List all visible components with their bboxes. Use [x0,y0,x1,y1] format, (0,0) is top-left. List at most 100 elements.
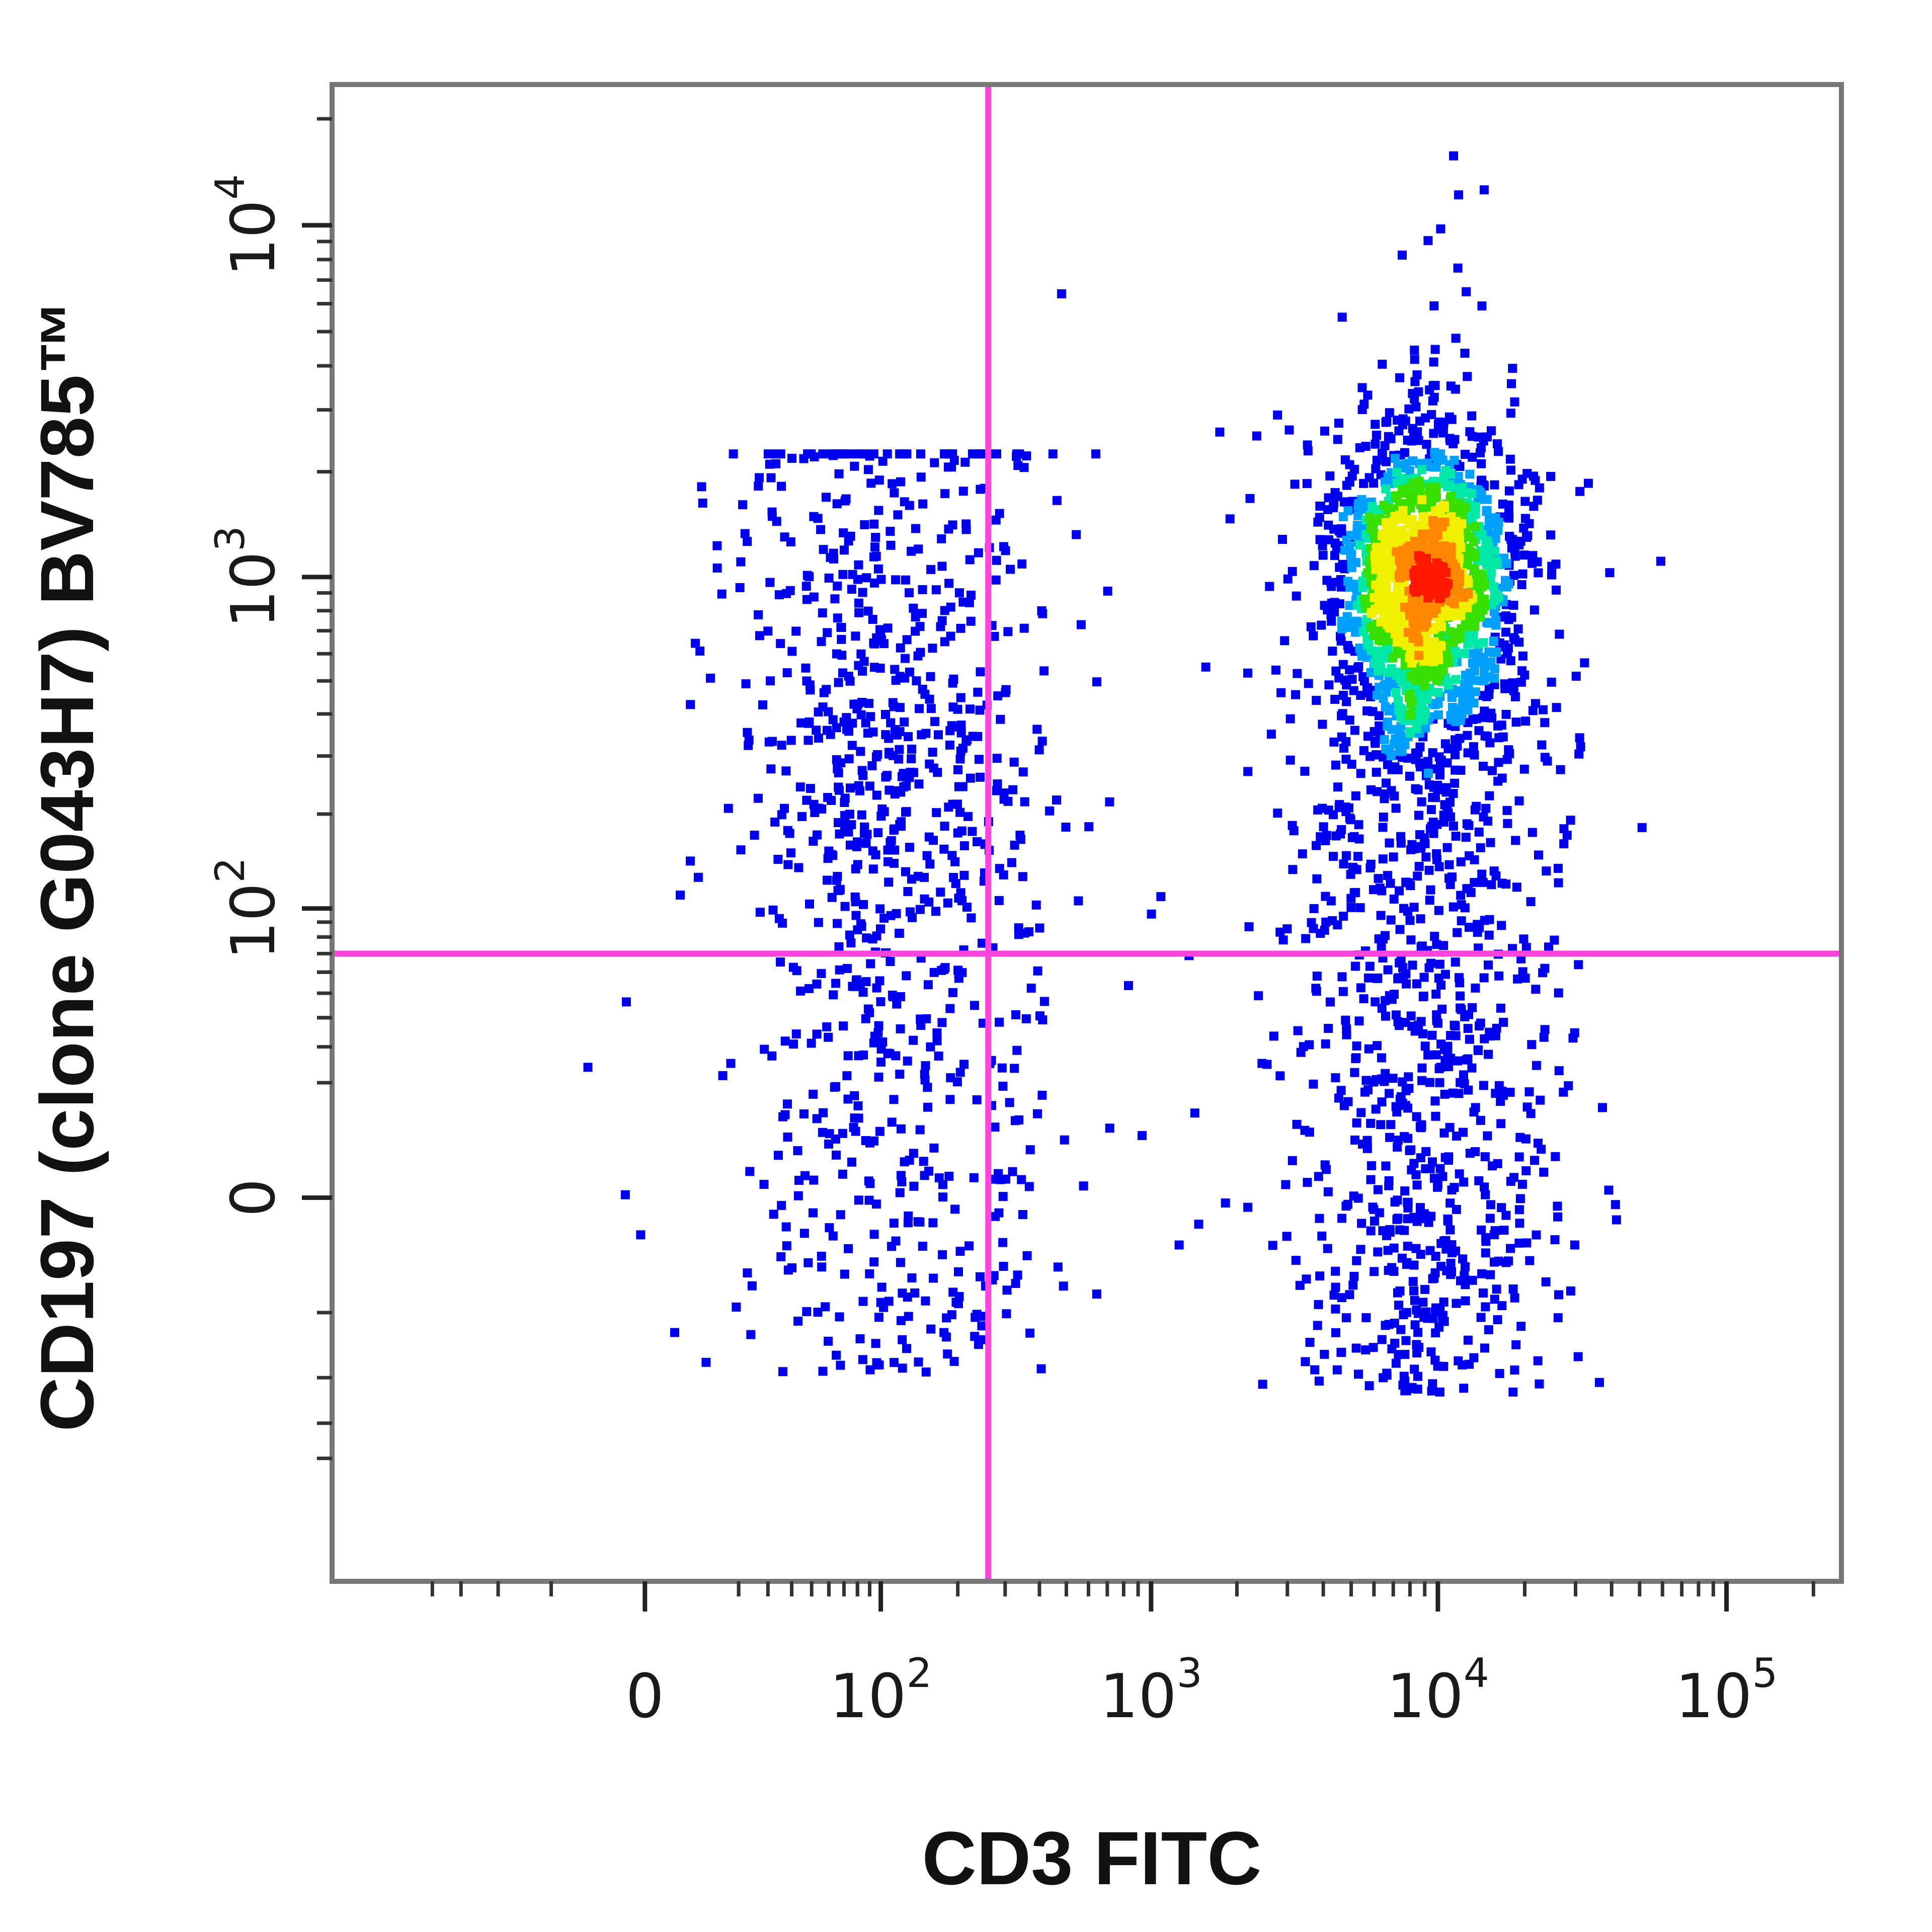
event-dot [1312,874,1322,883]
event-dot [1576,742,1585,752]
event-dot [1325,471,1335,480]
event-dot [781,1222,791,1232]
event-dot [1278,935,1288,945]
event-dot [1465,851,1474,860]
event-dot [1506,1244,1515,1253]
event-dot [1003,627,1013,636]
event-dot [1282,1232,1292,1241]
event-dot [828,1231,838,1241]
event-dot [712,541,722,550]
event-dot [890,789,900,799]
event-dot [854,598,863,608]
event-dot [844,754,854,764]
event-dot [1076,620,1086,629]
event-dot [894,754,904,764]
event-dot [1190,1108,1199,1118]
event-dot [915,622,925,631]
event-dot [801,582,811,591]
event-dot [920,1171,929,1180]
event-dot [1366,1118,1376,1128]
event-dot [838,1129,847,1138]
event-dot [945,1095,955,1104]
event-dot [1436,578,1446,588]
event-dot [1440,1089,1450,1099]
event-dot [1395,925,1405,934]
event-dot [824,1336,833,1346]
event-dot [804,718,813,728]
event-dot [1400,1186,1410,1196]
event-dot [999,542,1008,551]
event-dot [915,905,925,914]
event-dot [1461,833,1471,842]
event-dot [1467,649,1476,659]
event-dot [976,485,985,494]
event-dot [1522,1102,1532,1112]
event-dot [870,542,880,552]
event-dot [1501,1258,1511,1267]
event-dot [1412,1340,1421,1349]
event-dot [875,904,885,914]
event-dot [901,575,910,585]
event-dot [736,845,746,855]
event-dot [999,1262,1008,1271]
event-dot [1418,1029,1428,1038]
event-dot [919,1157,928,1166]
event-dot [799,1109,809,1118]
event-dot [1398,963,1407,973]
event-dot [1390,1338,1400,1348]
event-dot [821,1302,830,1312]
event-dot [994,1208,1004,1218]
event-dot [1355,903,1365,913]
event-dot [1385,523,1394,533]
event-dot [1439,541,1449,550]
event-dot [1467,1063,1477,1073]
event-dot [1381,576,1391,586]
event-dot [1293,669,1302,678]
event-dot [1430,506,1440,516]
event-dot [886,540,896,550]
event-dot [1334,803,1344,813]
event-dot [890,665,900,674]
event-dot [1001,1174,1010,1184]
event-dot [1350,961,1360,971]
event-dot [1280,636,1290,646]
event-dot [1513,974,1522,984]
event-dot [938,1250,947,1259]
event-dot [945,1004,955,1013]
event-dot [1410,355,1419,364]
event-dot [970,1001,979,1010]
event-dot [1398,251,1407,260]
event-dot [1302,1274,1311,1284]
event-dot [1412,1180,1422,1190]
event-dot [754,793,763,803]
event-dot [1573,1352,1583,1361]
event-dot [1411,618,1420,627]
event-dot [1060,1135,1069,1145]
event-dot [802,571,812,580]
event-dot [791,1029,801,1039]
event-dot [888,990,897,1000]
event-dot [1521,716,1530,726]
event-dot [1369,478,1379,488]
event-dot [1485,1214,1495,1223]
event-dot [1243,767,1253,776]
event-dot [765,459,774,469]
event-dot [1008,1167,1017,1176]
event-dot [1321,917,1331,927]
event-dot [1387,609,1396,618]
event-dot [793,1146,802,1156]
event-dot [998,1192,1008,1201]
event-dot [1497,1203,1506,1213]
event-dot [1422,440,1431,449]
event-dot [861,839,871,848]
event-dot [1511,717,1521,727]
event-dot [898,1363,907,1373]
event-dot [898,1335,907,1344]
event-dot [796,986,806,996]
event-dot [950,857,960,866]
event-dot [1252,431,1261,441]
event-dot [869,638,878,648]
event-dot [838,668,847,678]
event-dot [1341,755,1351,764]
event-dot [1402,979,1411,989]
